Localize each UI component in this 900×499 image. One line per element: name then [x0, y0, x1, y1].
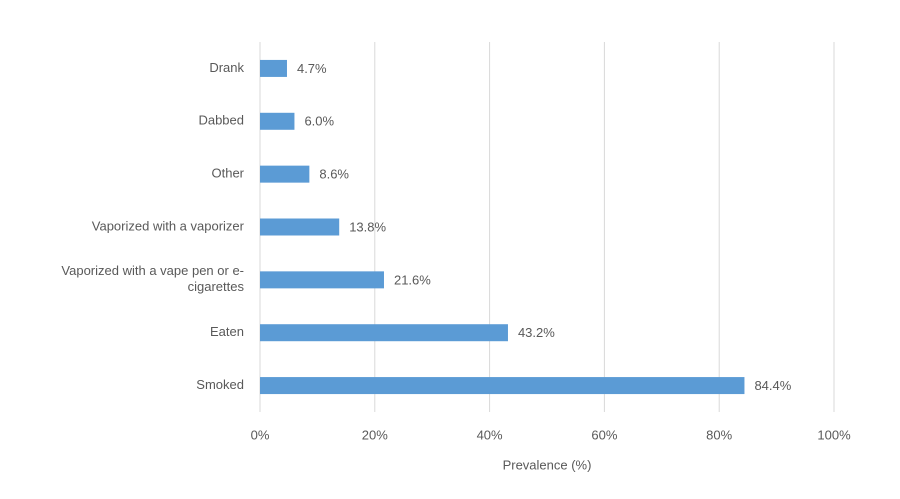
y-tick-label: Eaten — [210, 324, 244, 339]
x-tick-label: 0% — [251, 427, 270, 442]
value-label: 43.2% — [518, 325, 555, 340]
bar — [260, 377, 745, 395]
y-tick-label: Smoked — [196, 377, 244, 392]
bar — [260, 59, 287, 77]
value-label: 6.0% — [304, 114, 334, 129]
y-tick-label: Vaporized with a vape pen or e-cigarette… — [61, 263, 244, 294]
y-tick-label: Drank — [209, 60, 244, 75]
value-label: 8.6% — [319, 167, 349, 182]
x-tick-label: 20% — [362, 427, 388, 442]
bar — [260, 324, 508, 342]
value-label: 84.4% — [754, 378, 791, 393]
value-label: 21.6% — [394, 272, 431, 287]
x-axis-label: Prevalence (%) — [503, 457, 592, 472]
value-label: 4.7% — [297, 61, 327, 76]
y-tick-label: Dabbed — [198, 113, 244, 128]
bar — [260, 165, 310, 183]
bar — [260, 218, 340, 236]
value-label: 13.8% — [349, 219, 386, 234]
x-tick-label: 80% — [706, 427, 732, 442]
x-tick-label: 40% — [477, 427, 503, 442]
bar — [260, 112, 295, 130]
x-tick-label: 60% — [591, 427, 617, 442]
y-tick-label: Other — [211, 166, 244, 181]
x-tick-label: 100% — [817, 427, 851, 442]
bar — [260, 271, 384, 289]
y-tick-label: Vaporized with a vaporizer — [92, 218, 245, 233]
